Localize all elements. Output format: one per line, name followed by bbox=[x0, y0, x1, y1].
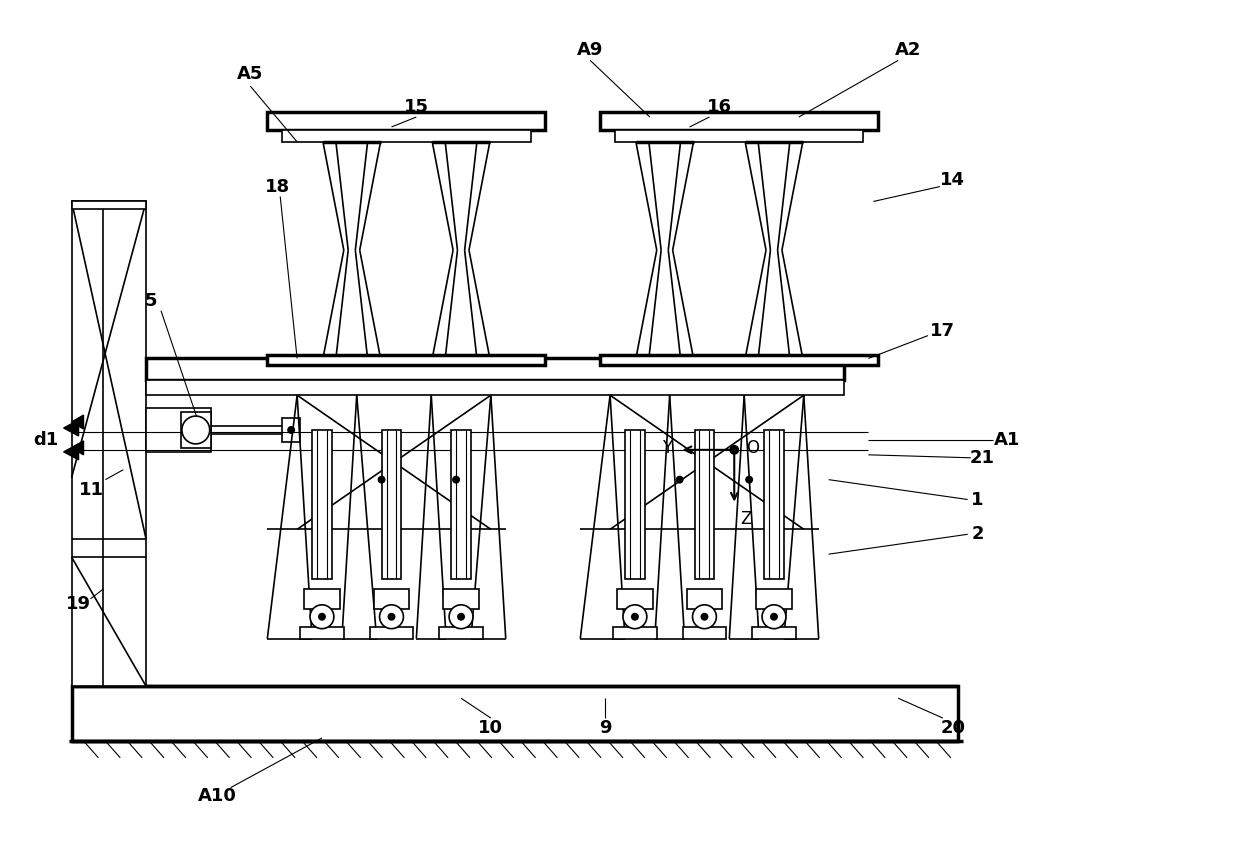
Bar bbox=[600, 112, 878, 130]
Polygon shape bbox=[72, 415, 83, 429]
Text: 14: 14 bbox=[940, 170, 965, 188]
Circle shape bbox=[378, 475, 386, 484]
Text: 11: 11 bbox=[79, 481, 104, 498]
Bar bbox=[300, 627, 343, 639]
Circle shape bbox=[317, 613, 326, 621]
Bar bbox=[146, 380, 843, 395]
Bar bbox=[146, 408, 211, 452]
Circle shape bbox=[763, 605, 786, 629]
Circle shape bbox=[729, 445, 739, 455]
Text: 20: 20 bbox=[940, 719, 965, 737]
Bar bbox=[615, 130, 863, 142]
Text: A2: A2 bbox=[895, 42, 921, 60]
Text: 18: 18 bbox=[264, 177, 290, 196]
Text: A5: A5 bbox=[237, 66, 264, 83]
Bar bbox=[72, 201, 146, 210]
Bar bbox=[451, 430, 471, 579]
Bar bbox=[370, 627, 413, 639]
Circle shape bbox=[449, 605, 472, 629]
Bar bbox=[283, 418, 300, 442]
Text: 1: 1 bbox=[971, 491, 983, 509]
Bar bbox=[181, 412, 211, 448]
Text: 19: 19 bbox=[66, 595, 91, 613]
Bar bbox=[268, 112, 546, 130]
Text: O: O bbox=[745, 439, 759, 457]
Bar bbox=[625, 430, 645, 579]
Text: A10: A10 bbox=[198, 786, 237, 804]
Text: 10: 10 bbox=[479, 719, 503, 737]
Bar bbox=[753, 627, 796, 639]
Bar bbox=[613, 627, 657, 639]
Bar bbox=[72, 687, 957, 741]
Bar bbox=[694, 430, 714, 579]
Text: 16: 16 bbox=[707, 98, 732, 116]
Text: Z: Z bbox=[740, 510, 751, 528]
Circle shape bbox=[458, 613, 465, 621]
Bar bbox=[283, 130, 531, 142]
Circle shape bbox=[692, 605, 717, 629]
Text: A9: A9 bbox=[577, 42, 604, 60]
Bar bbox=[443, 589, 479, 609]
Bar bbox=[687, 589, 723, 609]
Text: d1: d1 bbox=[33, 431, 58, 449]
Text: 17: 17 bbox=[930, 321, 955, 340]
Bar bbox=[304, 589, 340, 609]
Bar bbox=[764, 430, 784, 579]
Bar bbox=[756, 589, 792, 609]
Circle shape bbox=[745, 475, 753, 484]
Circle shape bbox=[379, 605, 403, 629]
Bar bbox=[312, 430, 332, 579]
Circle shape bbox=[182, 416, 210, 444]
Circle shape bbox=[310, 605, 334, 629]
Circle shape bbox=[770, 613, 777, 621]
Circle shape bbox=[453, 475, 460, 484]
Text: 15: 15 bbox=[404, 98, 429, 116]
Circle shape bbox=[388, 613, 396, 621]
Bar bbox=[373, 589, 409, 609]
Text: 5: 5 bbox=[145, 292, 157, 310]
Circle shape bbox=[701, 613, 708, 621]
Text: Y: Y bbox=[662, 439, 672, 457]
Polygon shape bbox=[72, 440, 83, 455]
Circle shape bbox=[631, 613, 639, 621]
Bar bbox=[682, 627, 727, 639]
Text: A1: A1 bbox=[994, 431, 1021, 449]
Polygon shape bbox=[63, 444, 78, 460]
Bar bbox=[618, 589, 652, 609]
Text: 9: 9 bbox=[599, 719, 611, 737]
Bar bbox=[72, 201, 146, 687]
Polygon shape bbox=[63, 420, 78, 436]
Bar bbox=[382, 430, 402, 579]
Text: 21: 21 bbox=[970, 449, 996, 467]
Bar bbox=[268, 355, 546, 366]
Circle shape bbox=[676, 475, 683, 484]
Bar bbox=[146, 359, 843, 380]
Bar bbox=[439, 627, 482, 639]
Text: 2: 2 bbox=[971, 526, 983, 544]
Circle shape bbox=[288, 426, 295, 434]
Circle shape bbox=[622, 605, 647, 629]
Bar bbox=[600, 355, 878, 366]
